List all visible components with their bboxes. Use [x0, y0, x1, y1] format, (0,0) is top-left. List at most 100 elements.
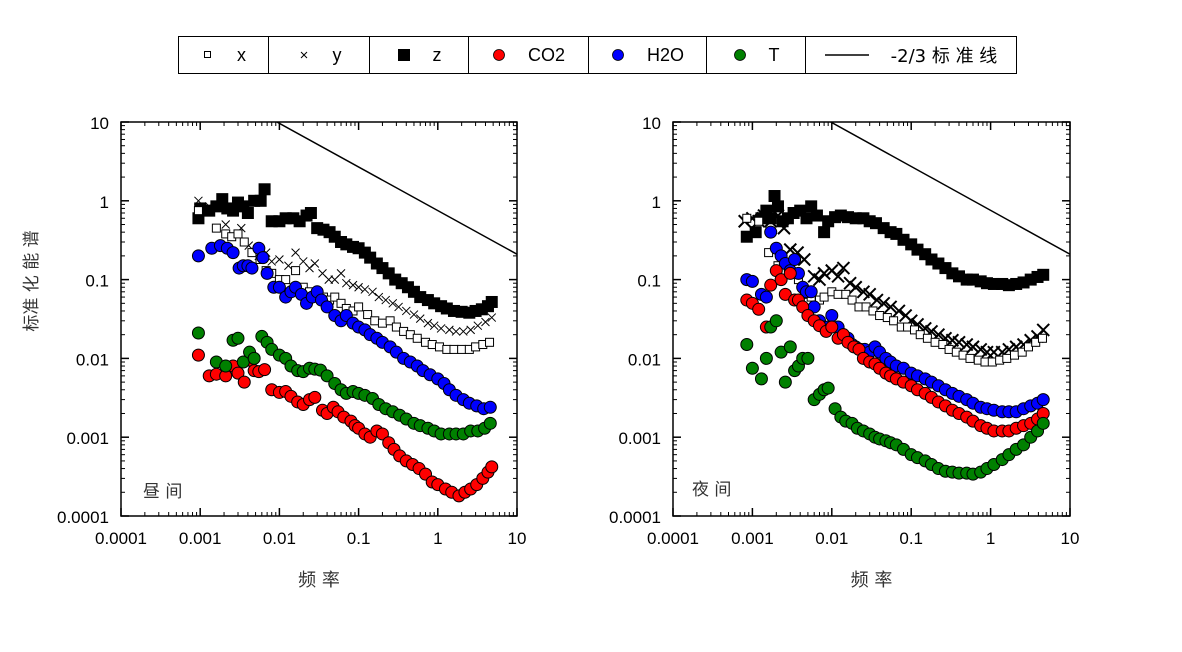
- point-y: [336, 269, 346, 278]
- legend-label: z: [432, 44, 442, 65]
- point-y: [817, 266, 831, 281]
- y-tick-label: 10: [90, 114, 109, 133]
- point-y: [812, 272, 827, 287]
- point-z: [805, 200, 818, 213]
- point-h2o: [272, 280, 286, 294]
- point-co2: [774, 273, 788, 287]
- series-z: [740, 190, 1050, 292]
- point-h2o: [260, 266, 274, 280]
- legend: x y z CO2 H2O T -2/3 标 准 线: [178, 36, 1017, 74]
- point-y: [221, 220, 231, 229]
- point-z: [764, 212, 777, 225]
- point-x: [1002, 353, 1012, 363]
- point-y: [360, 285, 370, 294]
- series-t: [191, 326, 497, 441]
- point-co2: [231, 366, 245, 380]
- y-axis-label: 标准 化 能 谱: [22, 230, 42, 331]
- plot-area: [737, 122, 1070, 481]
- point-t: [754, 372, 768, 386]
- y-tick-label: 0.1: [85, 272, 109, 291]
- legend-item-t: T: [707, 37, 806, 73]
- point-y: [348, 280, 358, 290]
- point-co2: [783, 266, 797, 280]
- legend-item-ref: -2/3 标 准 线: [806, 37, 1016, 73]
- panel-night: 0.0001 0.001 0.01 0.1 1 10 0.0001 0.001 0.01 0.1 1…: [609, 114, 1079, 591]
- legend-label: T: [768, 44, 780, 65]
- plot-frame: [672, 121, 1071, 517]
- open-square-marker-icon: [204, 51, 211, 58]
- x-tick-label: 0.01: [815, 529, 848, 548]
- x-tick-label: 0.0001: [647, 529, 699, 548]
- point-y: [473, 321, 483, 331]
- point-y: [836, 261, 851, 275]
- point-x: [930, 337, 940, 347]
- y-tick-label: 1: [100, 193, 109, 212]
- point-y: [451, 327, 461, 336]
- point-y: [445, 325, 454, 335]
- point-x: [1010, 350, 1020, 360]
- x-tick-label: 0.01: [263, 529, 296, 548]
- point-x: [233, 229, 243, 239]
- point-y: [763, 214, 778, 228]
- point-y: [771, 208, 785, 223]
- point-h2o: [804, 285, 818, 299]
- point-z: [768, 190, 781, 203]
- point-y: [966, 340, 980, 354]
- point-x: [875, 311, 885, 321]
- series-co2: [740, 264, 1050, 438]
- point-x: [412, 333, 422, 343]
- x-tick-label: 1: [986, 529, 995, 548]
- point-z: [771, 200, 784, 213]
- point-y: [305, 263, 314, 273]
- point-y: [458, 327, 468, 336]
- point-x: [868, 306, 878, 316]
- point-z: [749, 226, 762, 239]
- point-z: [919, 248, 932, 261]
- point-x: [833, 289, 843, 299]
- point-y: [797, 252, 811, 267]
- point-y: [415, 314, 425, 323]
- circle-marker-icon: [493, 49, 505, 61]
- point-y: [876, 296, 891, 311]
- point-y: [394, 302, 403, 312]
- point-h2o: [764, 225, 778, 239]
- point-x: [211, 223, 221, 233]
- point-co2: [191, 348, 205, 362]
- point-y: [436, 324, 446, 333]
- point-z: [192, 212, 205, 225]
- point-y: [883, 300, 898, 314]
- point-y: [409, 310, 419, 319]
- plot-frame: [120, 121, 518, 517]
- point-x: [987, 357, 997, 367]
- x-axis-label: 频 率: [298, 570, 340, 591]
- y-tick-label: 0.01: [628, 350, 661, 369]
- point-z: [254, 194, 267, 207]
- point-y: [487, 313, 497, 322]
- series-t: [740, 314, 1050, 481]
- x-tick-label: 10: [1061, 529, 1080, 548]
- point-t: [745, 361, 759, 375]
- point-y: [777, 221, 791, 235]
- legend-label: y: [332, 44, 342, 65]
- point-x: [385, 316, 395, 326]
- point-h2o: [483, 400, 497, 414]
- point-x: [819, 292, 829, 302]
- point-t: [759, 351, 773, 365]
- point-t: [778, 375, 792, 389]
- x-tick-label: 1: [433, 529, 442, 548]
- point-x: [434, 342, 444, 352]
- point-t: [483, 416, 497, 430]
- point-y: [848, 280, 863, 294]
- point-x: [239, 237, 249, 247]
- plot-area: [191, 122, 517, 503]
- point-z: [1037, 268, 1050, 281]
- point-t: [783, 340, 797, 354]
- point-x: [841, 289, 851, 299]
- x-tick-label: 10: [508, 529, 527, 548]
- point-t: [231, 331, 245, 345]
- point-y: [429, 321, 439, 331]
- point-co2: [485, 460, 499, 474]
- point-z: [241, 207, 254, 220]
- y-tick-label: 10: [642, 114, 661, 133]
